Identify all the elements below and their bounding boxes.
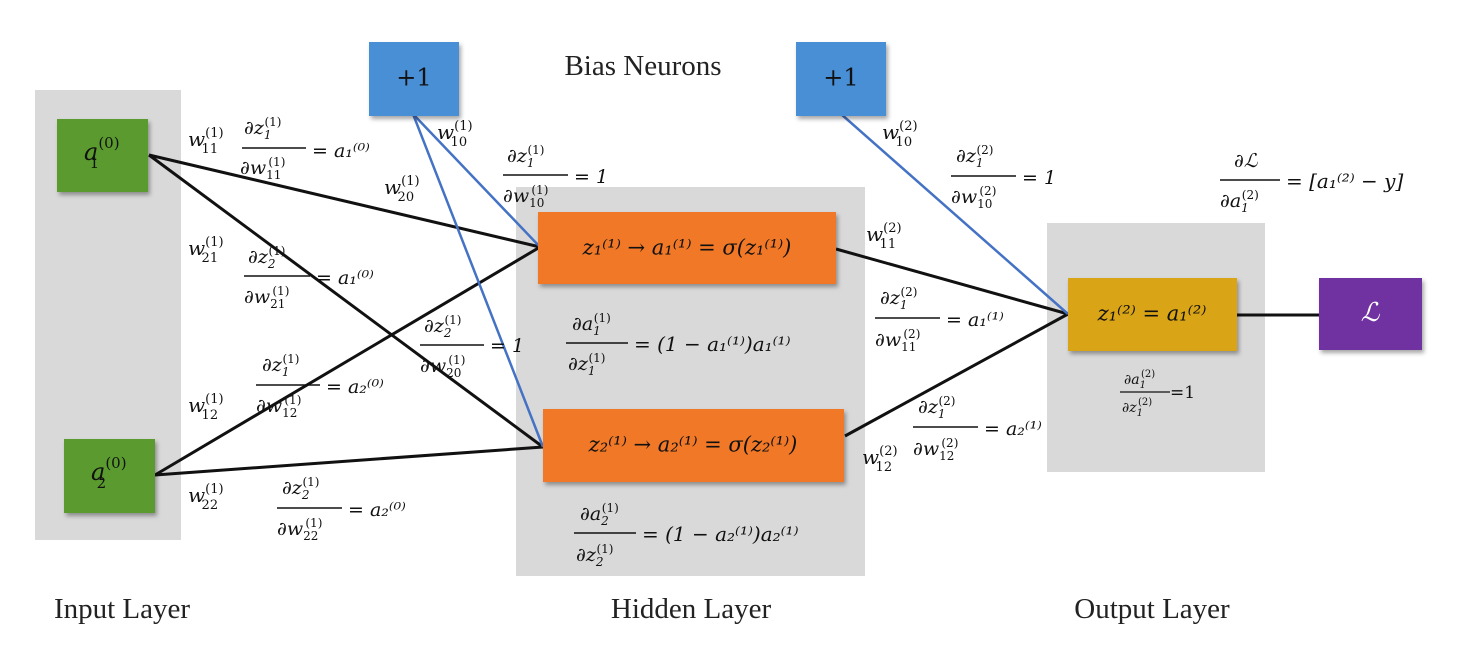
svg-text:a(0)1: a(0) 1 [84,134,120,172]
bias-neurons-title: Bias Neurons [564,50,721,82]
w10-2-label: w(2) 10 [882,119,918,150]
svg-text:= (1 − a₁⁽¹⁾)a₁⁽¹⁾: = (1 − a₁⁽¹⁾)a₁⁽¹⁾ [634,332,791,356]
edge-a1-h2 [148,153,544,449]
input-node-a2: a(0) 2 [64,439,155,513]
deriv-dz1-dw11: ∂z1(1) ∂w11(1) = a₁⁽⁰⁾ [240,115,370,182]
svg-text:= 1: = 1 [1022,167,1056,189]
input-node-a1: a(0) 1 [57,119,148,192]
svg-text:∂w11(1): ∂w11(1) [240,155,285,182]
svg-text:=1: =1 [1170,383,1195,403]
bias-node-1-label: +1 [396,64,431,92]
svg-text:= a₁⁽⁰⁾: = a₁⁽⁰⁾ [312,140,370,162]
bias-node-2: +1 [796,42,886,116]
deriv-dz1-dw11-2: ∂z1(2) ∂w11(2) = a₁⁽¹⁾ [875,285,1004,354]
edge-a2-h1 [154,245,541,477]
deriv-da2-dz2: ∂a2(1) ∂z2(1) = (1 − a₂⁽¹⁾)a₂⁽¹⁾ [574,501,799,569]
deriv-dz1-dw12-2: ∂z1(2) ∂w12(2) = a₂⁽¹⁾ [913,394,1042,463]
svg-text:∂w10(1): ∂w10(1) [503,183,548,210]
deriv-da1-dz1: ∂a1(1) ∂z1(1) = (1 − a₁⁽¹⁾)a₁⁽¹⁾ [566,311,791,378]
edge-a1-h1 [148,153,541,249]
w11-1-label: w(1) 11 [188,126,224,157]
deriv-dz1-dw12: ∂z1(1) ∂w12(1) = a₂⁽⁰⁾ [256,352,384,420]
svg-text:∂z1(1): ∂z1(1) [244,115,281,142]
svg-text:= 1: = 1 [490,335,524,357]
w22-1-label: w(1) 22 [188,482,224,513]
loss-node-label: ℒ [1361,298,1381,328]
w21-1-label: w(1) 21 [188,235,224,266]
input-node-a1-sup: (0) [98,134,119,152]
svg-text:∂w12(2): ∂w12(2) [913,436,958,463]
deriv-dz2-dw21: ∂z2(1) ∂w21(1) = a₁⁽⁰⁾ [244,244,374,311]
svg-text:∂z2(1): ∂z2(1) [282,475,319,502]
svg-text:∂z2(1): ∂z2(1) [248,244,285,271]
svg-text:= 1: = 1 [574,166,608,188]
input-layer-title: Input Layer [54,593,190,625]
hidden-node-1-label: z₁⁽¹⁾ → a₁⁽¹⁾ = σ(z₁⁽¹⁾) [582,236,792,260]
input-node-a1-sub: 1 [90,154,100,172]
svg-text:∂w20(1): ∂w20(1) [420,353,465,380]
edge-a2-h2 [154,445,544,477]
svg-text:∂w21(1): ∂w21(1) [244,284,289,311]
svg-text:= a₁⁽¹⁾: = a₁⁽¹⁾ [946,309,1004,331]
bias-edges [411,113,1069,448]
output-layer-title: Output Layer [1074,593,1230,625]
svg-text:∂z1(2): ∂z1(2) [956,143,993,170]
deriv-dz2-dw20: ∂z2(1) ∂w20(1) = 1 [420,313,524,380]
hidden-node-1: z₁⁽¹⁾ → a₁⁽¹⁾ = σ(z₁⁽¹⁾) [538,212,836,284]
input-node-a1-base: a [84,138,98,166]
input-node-a2-sub: 2 [97,474,107,492]
input-node-a2-base: a [91,458,105,486]
svg-text:∂z2(1): ∂z2(1) [424,313,461,340]
bias-node-1: +1 [369,42,459,116]
deriv-dloss-da1: ∂ℒ ∂a1(2) = [a₁⁽²⁾ − y] [1220,150,1403,215]
svg-text:∂ℒ: ∂ℒ [1234,150,1259,172]
svg-text:= a₁⁽⁰⁾: = a₁⁽⁰⁾ [316,267,374,289]
svg-text:∂a1(2): ∂a1(2) [1220,188,1259,215]
bias-node-2-label: +1 [823,64,858,92]
input-node-a2-sup: (0) [105,454,126,472]
loss-node: ℒ [1319,278,1422,350]
w20-1-label: w(1) 20 [384,174,420,205]
weight-edges [148,153,1319,477]
hidden-layer-title: Hidden Layer [611,593,772,625]
svg-text:a(0)2: a(0) 2 [91,454,127,492]
svg-text:= (1 − a₂⁽¹⁾)a₂⁽¹⁾: = (1 − a₂⁽¹⁾)a₂⁽¹⁾ [642,522,799,546]
svg-text:∂w10(2): ∂w10(2) [951,184,996,211]
hidden-node-2-label: z₂⁽¹⁾ → a₂⁽¹⁾ = σ(z₂⁽¹⁾) [588,433,798,457]
w12-1-label: w(1) 12 [188,392,224,423]
edge-bias1-h1 [412,113,541,248]
svg-text:∂z1(1): ∂z1(1) [262,352,299,379]
deriv-dz1-dw10-2: ∂z1(2) ∂w10(2) = 1 [951,143,1056,211]
svg-text:∂z1(1): ∂z1(1) [507,143,544,170]
svg-text:= a₂⁽⁰⁾: = a₂⁽⁰⁾ [326,376,384,398]
svg-text:∂w11(2): ∂w11(2) [875,327,920,354]
edge-bias2-out [840,113,1069,315]
hidden-node-2: z₂⁽¹⁾ → a₂⁽¹⁾ = σ(z₂⁽¹⁾) [543,409,844,482]
deriv-dz1-dw10: ∂z1(1) ∂w10(1) = 1 [503,143,608,210]
svg-text:∂w22(1): ∂w22(1) [277,516,322,543]
svg-text:= a₂⁽⁰⁾: = a₂⁽⁰⁾ [348,499,406,521]
edge-h2-out [844,312,1069,438]
edge-bias1-h2 [411,113,545,448]
derivative-labels: ∂z1(1) ∂w11(1) = a₁⁽⁰⁾ ∂z2(1) ∂w21(1) = … [240,115,1403,569]
svg-text:= a₂⁽¹⁾: = a₂⁽¹⁾ [984,418,1042,440]
svg-text:∂w12(1): ∂w12(1) [256,393,301,420]
svg-text:∂z1(2): ∂z1(2) [918,394,955,421]
output-node: z₁⁽²⁾ = a₁⁽²⁾ [1068,278,1237,351]
w11-2-label: w(2) 11 [866,221,902,252]
output-node-label: z₁⁽²⁾ = a₁⁽²⁾ [1097,302,1207,326]
svg-text:= [a₁⁽²⁾ − y]: = [a₁⁽²⁾ − y] [1286,169,1403,193]
w10-1-label: w(1) 10 [437,119,473,150]
edge-h1-out [835,247,1069,316]
deriv-dz2-dw22: ∂z2(1) ∂w22(1) = a₂⁽⁰⁾ [277,475,406,543]
w12-2-label: w(2) 12 [862,444,898,475]
svg-text:∂z1(2): ∂z1(2) [880,285,917,312]
